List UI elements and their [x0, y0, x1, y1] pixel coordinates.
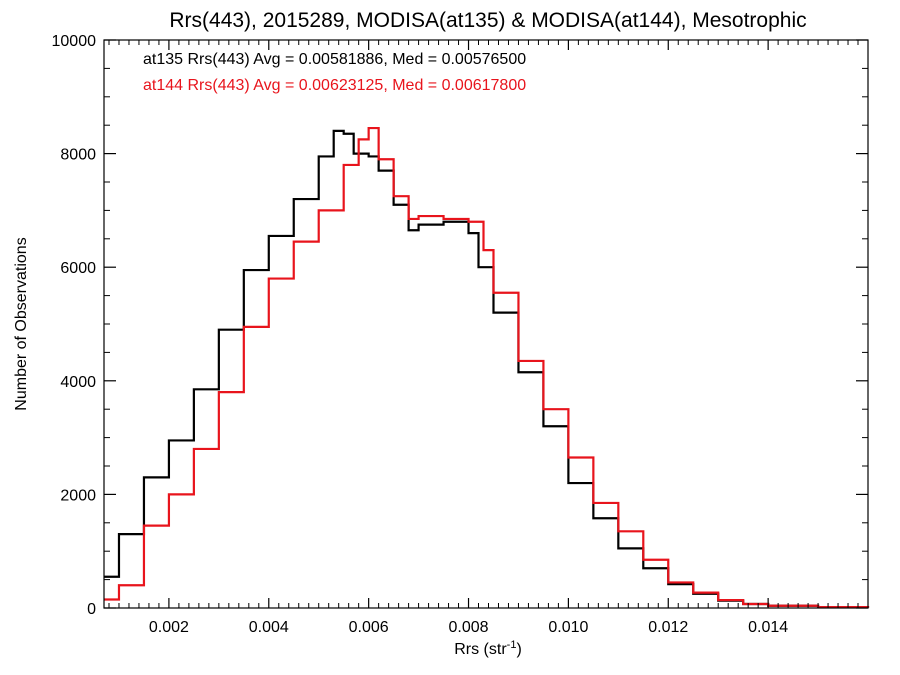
- series-line-at144: [104, 126, 870, 609]
- x-axis-label-main: Rrs (str: [454, 641, 507, 658]
- x-tick-label: 0.014: [748, 619, 788, 636]
- x-tick-label: 0.008: [448, 619, 488, 636]
- y-axis: 0 2000 4000 6000 8000 10000: [52, 33, 868, 618]
- x-tick-label: 0.006: [349, 619, 389, 636]
- chart-title: Rrs(443), 2015289, MODISA(at135) & MODIS…: [169, 9, 806, 32]
- plot-area: [104, 126, 870, 609]
- y-tick-label: 2000: [60, 487, 96, 504]
- y-tick-label: 6000: [60, 260, 96, 277]
- y-tick-label: 8000: [60, 147, 96, 164]
- x-axis-label: Rrs (str-1): [454, 639, 522, 658]
- y-tick-label: 10000: [52, 33, 97, 50]
- plot-frame: [103, 39, 869, 609]
- x-tick-label: 0.010: [548, 619, 588, 636]
- y-tick-label: 4000: [60, 374, 96, 391]
- series-line-at135: [104, 129, 870, 609]
- x-tick-label: 0.002: [149, 619, 189, 636]
- x-axis: 0.002 0.004 0.006 0.008 0.010 0.012 0.014: [108, 40, 859, 636]
- x-tick-label: 0.004: [249, 619, 289, 636]
- y-axis-label: Number of Observations: [13, 237, 30, 410]
- series-annotation-at144: at144 Rrs(443) Avg = 0.00623125, Med = 0…: [143, 77, 526, 94]
- series-annotation-at135: at135 Rrs(443) Avg = 0.00581886, Med = 0…: [143, 51, 526, 68]
- x-axis-label-superscript: -1: [507, 639, 517, 651]
- x-axis-label-suffix: ): [516, 641, 521, 658]
- y-tick-label: 0: [87, 601, 96, 618]
- x-tick-label: 0.012: [648, 619, 688, 636]
